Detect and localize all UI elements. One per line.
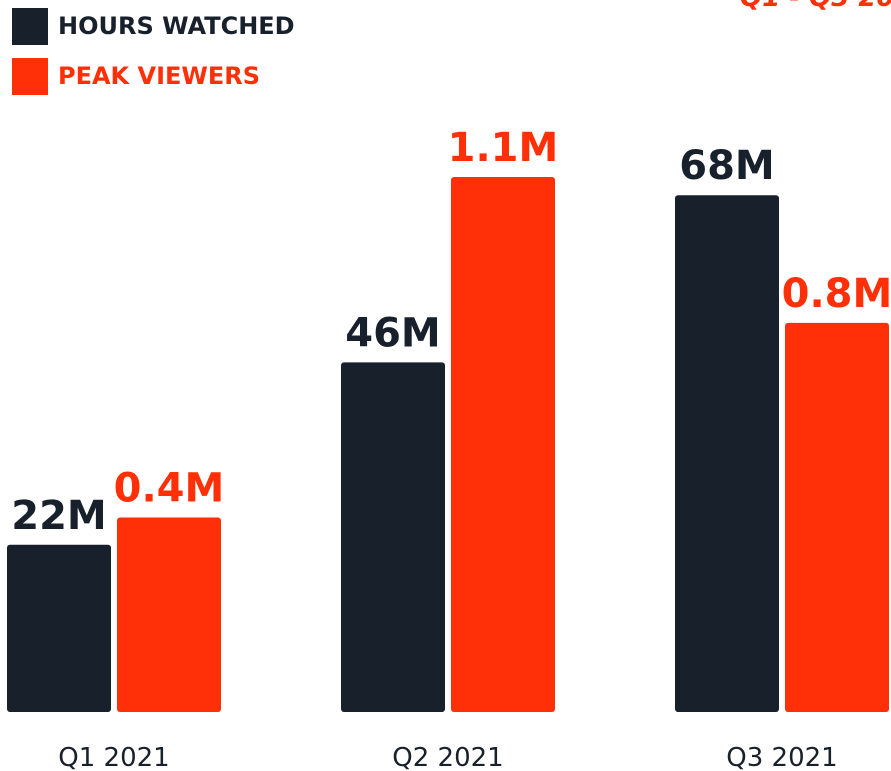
bar: [341, 362, 445, 712]
value-label: 0.4M: [114, 465, 225, 511]
bar: [675, 195, 779, 712]
legend-swatch: [12, 58, 48, 95]
value-label: 22M: [11, 493, 106, 539]
value-label: 68M: [679, 143, 774, 189]
x-tick-label: Q2 2021: [392, 743, 503, 771]
bar: [117, 517, 221, 712]
value-label: 1.1M: [448, 125, 559, 171]
value-label: 0.8M: [782, 271, 891, 317]
bar: [785, 322, 889, 712]
value-label: 46M: [345, 310, 440, 356]
legend-swatch: [12, 8, 48, 45]
x-tick-label: Q3 2021: [726, 743, 837, 771]
legend-label: HOURS WATCHED: [58, 12, 295, 40]
chart-subtitle: Q1 - Q3 2021: [740, 0, 891, 13]
x-tick-label: Q1 2021: [58, 743, 169, 771]
bar: [451, 176, 555, 712]
bar: [7, 544, 111, 712]
legend-label: PEAK VIEWERS: [58, 62, 260, 90]
